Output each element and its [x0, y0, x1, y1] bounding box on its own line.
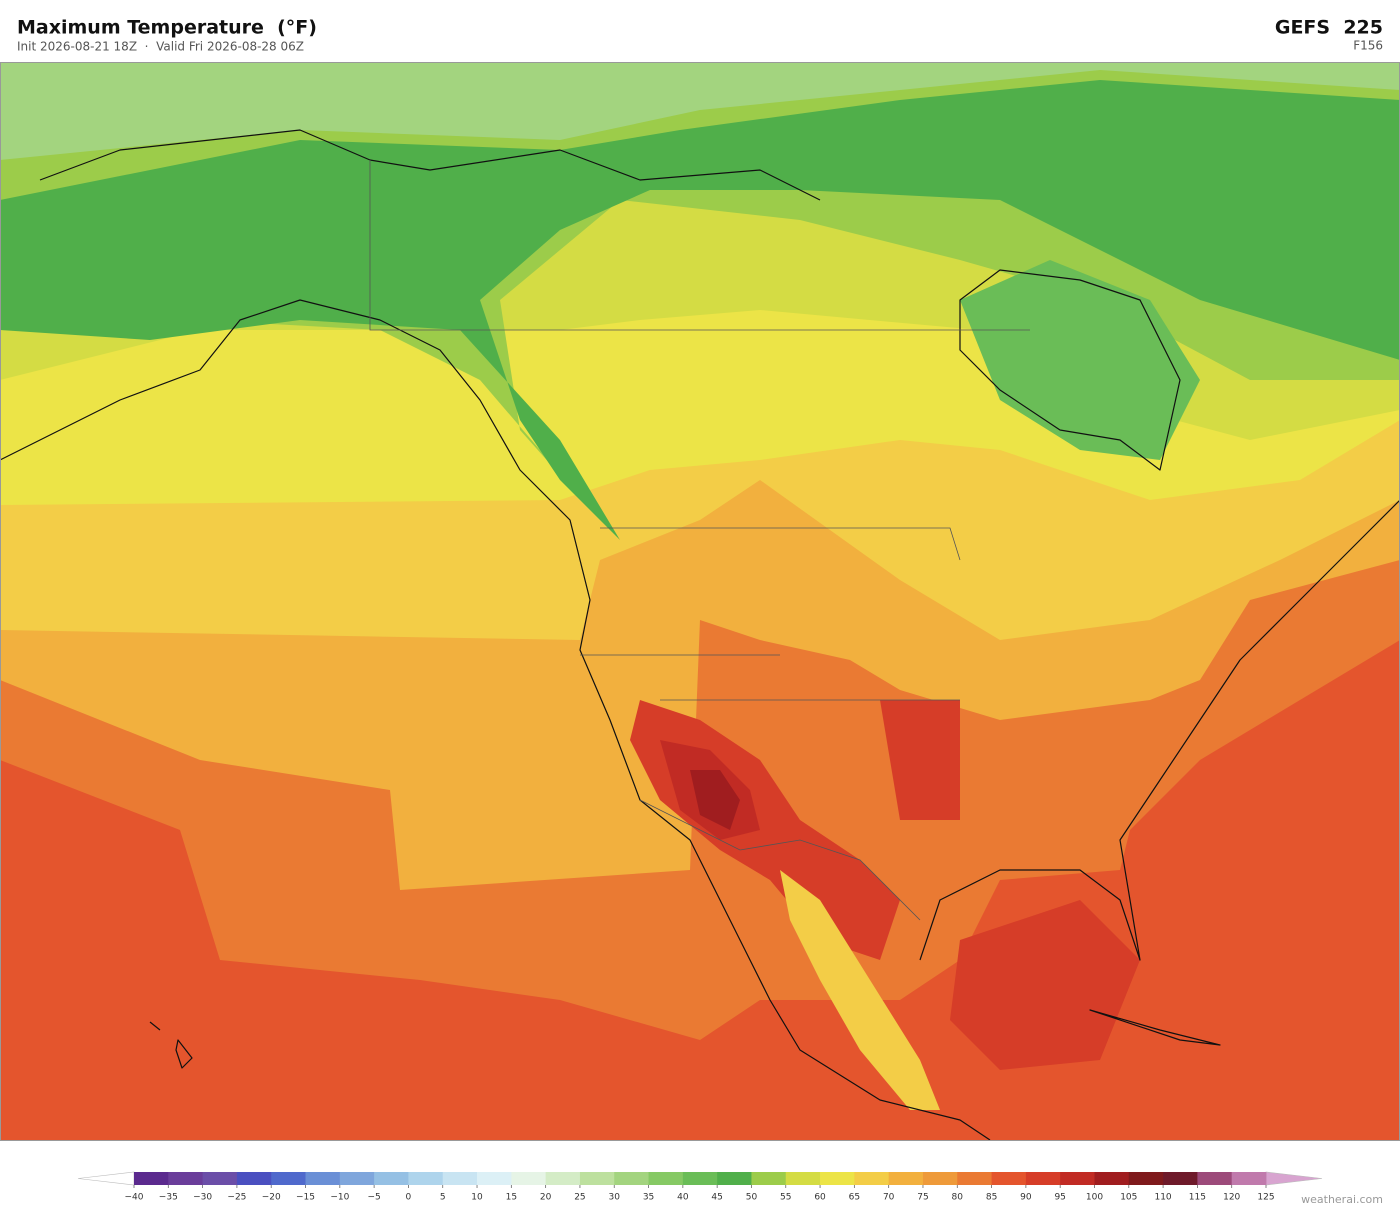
colorbar-tick-label: −10 — [330, 1193, 349, 1203]
colorbar-tick-label: 25 — [574, 1193, 585, 1203]
colorbar-segment — [511, 1172, 547, 1185]
colorbar-segment — [545, 1172, 581, 1185]
colorbar-tick-label: 105 — [1120, 1193, 1137, 1203]
colorbar-tick-label: −15 — [296, 1193, 315, 1203]
coastline — [919, 499, 1400, 961]
colorbar-tick-label: −40 — [125, 1193, 144, 1203]
colorbar-segment — [957, 1172, 992, 1185]
colorbar-tick-label: 110 — [1154, 1193, 1171, 1203]
colorbar-segment — [374, 1172, 409, 1185]
temp-field — [780, 870, 940, 1110]
colorbar-segment — [614, 1172, 649, 1185]
colorbar-segment — [751, 1172, 787, 1185]
colorbar-tick-label: −30 — [193, 1193, 212, 1203]
watermark: weatherai.com — [1301, 1193, 1383, 1206]
colorbar-segment — [922, 1172, 958, 1185]
colorbar-segment — [134, 1172, 169, 1185]
colorbar-tick-label: 75 — [917, 1193, 928, 1203]
colorbar-tick-label: 30 — [609, 1193, 621, 1203]
colorbar-tick-label: 5 — [440, 1193, 446, 1203]
colorbar-segment — [1231, 1172, 1267, 1185]
colorbar-tick-label: −25 — [227, 1193, 246, 1203]
subtitle: Init 2026-08-21 18Z · Valid Fri 2026-08-… — [17, 40, 304, 54]
temp-field — [960, 260, 1200, 460]
colorbar-segment — [1197, 1172, 1233, 1185]
colorbar-tick-label: 50 — [746, 1193, 758, 1203]
title: Maximum Temperature (°F) — [17, 17, 317, 39]
colorbar-segment — [888, 1172, 924, 1185]
colorbar-segment — [202, 1172, 238, 1185]
temp-field — [0, 62, 1400, 160]
colorbar: −40 −35 −30 −25 −20 −15 −10 −5 0 5 10 15 20 25 30 35 40 4… — [77, 1171, 1323, 1203]
model-label: GEFS 225 — [1275, 17, 1383, 39]
colorbar-segment — [339, 1172, 375, 1185]
colorbar-segment — [579, 1172, 615, 1185]
colorbar-tick-label: 65 — [849, 1193, 860, 1203]
colorbar-tick-label: 90 — [1020, 1193, 1032, 1203]
colorbar-segment — [236, 1172, 272, 1185]
temp-field — [690, 770, 740, 830]
colorbar-tick-label: 20 — [540, 1193, 552, 1203]
colorbar-segment — [682, 1172, 718, 1185]
colorbar-segment — [408, 1172, 444, 1185]
colorbar-tick-label: −35 — [159, 1193, 178, 1203]
coastline — [39, 129, 1181, 471]
colorbar-tick-label: 60 — [814, 1193, 826, 1203]
colorbar-tick-label: 70 — [883, 1193, 895, 1203]
colorbar-tick-label: −5 — [367, 1193, 380, 1203]
colorbar-tick-label: 125 — [1257, 1193, 1274, 1203]
colorbar-tick-label: 15 — [506, 1193, 517, 1203]
colorbar-tick-label: 95 — [1054, 1193, 1065, 1203]
colorbar-tick-label: 55 — [780, 1193, 791, 1203]
colorbar-segment — [820, 1172, 855, 1185]
colorbar-tick-label: 40 — [677, 1193, 689, 1203]
colorbar-tick-label: 45 — [711, 1193, 722, 1203]
colorbar-segment — [785, 1172, 821, 1185]
colorbar-segment — [168, 1172, 204, 1185]
colorbar-tick-label: −20 — [262, 1193, 281, 1203]
colorbar-segment — [1094, 1172, 1130, 1185]
border — [369, 160, 1030, 921]
colorbar-segment — [305, 1172, 341, 1185]
colorbar-segment — [1163, 1172, 1198, 1185]
coastline — [149, 1009, 1221, 1069]
colorbar-segment — [854, 1172, 890, 1185]
colorbar-tick-label: 10 — [471, 1193, 483, 1203]
colorbar-tick-label: 120 — [1223, 1193, 1240, 1203]
colorbar-segment — [1060, 1172, 1095, 1185]
temp-field — [880, 700, 960, 820]
forecast-hour: F156 — [1353, 39, 1383, 53]
colorbar-tick-label: 85 — [986, 1193, 997, 1203]
colorbar-segment — [477, 1172, 512, 1185]
colorbar-segment — [717, 1172, 752, 1185]
colorbar-tick-label: 100 — [1086, 1193, 1103, 1203]
colorbar-segment — [1128, 1172, 1164, 1185]
colorbar-segment — [648, 1172, 684, 1185]
temp-field — [0, 80, 1400, 540]
colorbar-tick-label: 80 — [952, 1193, 964, 1203]
temp-field — [950, 900, 1140, 1070]
colorbar-segment — [271, 1172, 306, 1185]
colorbar-tick-label: 35 — [643, 1193, 654, 1203]
coastline — [0, 299, 991, 1140]
colorbar-tick-label: 0 — [406, 1193, 412, 1203]
map — [0, 62, 1400, 1141]
colorbar-segment — [1025, 1172, 1061, 1185]
colorbar-segment — [442, 1172, 478, 1185]
colorbar-segment — [991, 1172, 1027, 1185]
colorbar-tick-label: 115 — [1189, 1193, 1206, 1203]
